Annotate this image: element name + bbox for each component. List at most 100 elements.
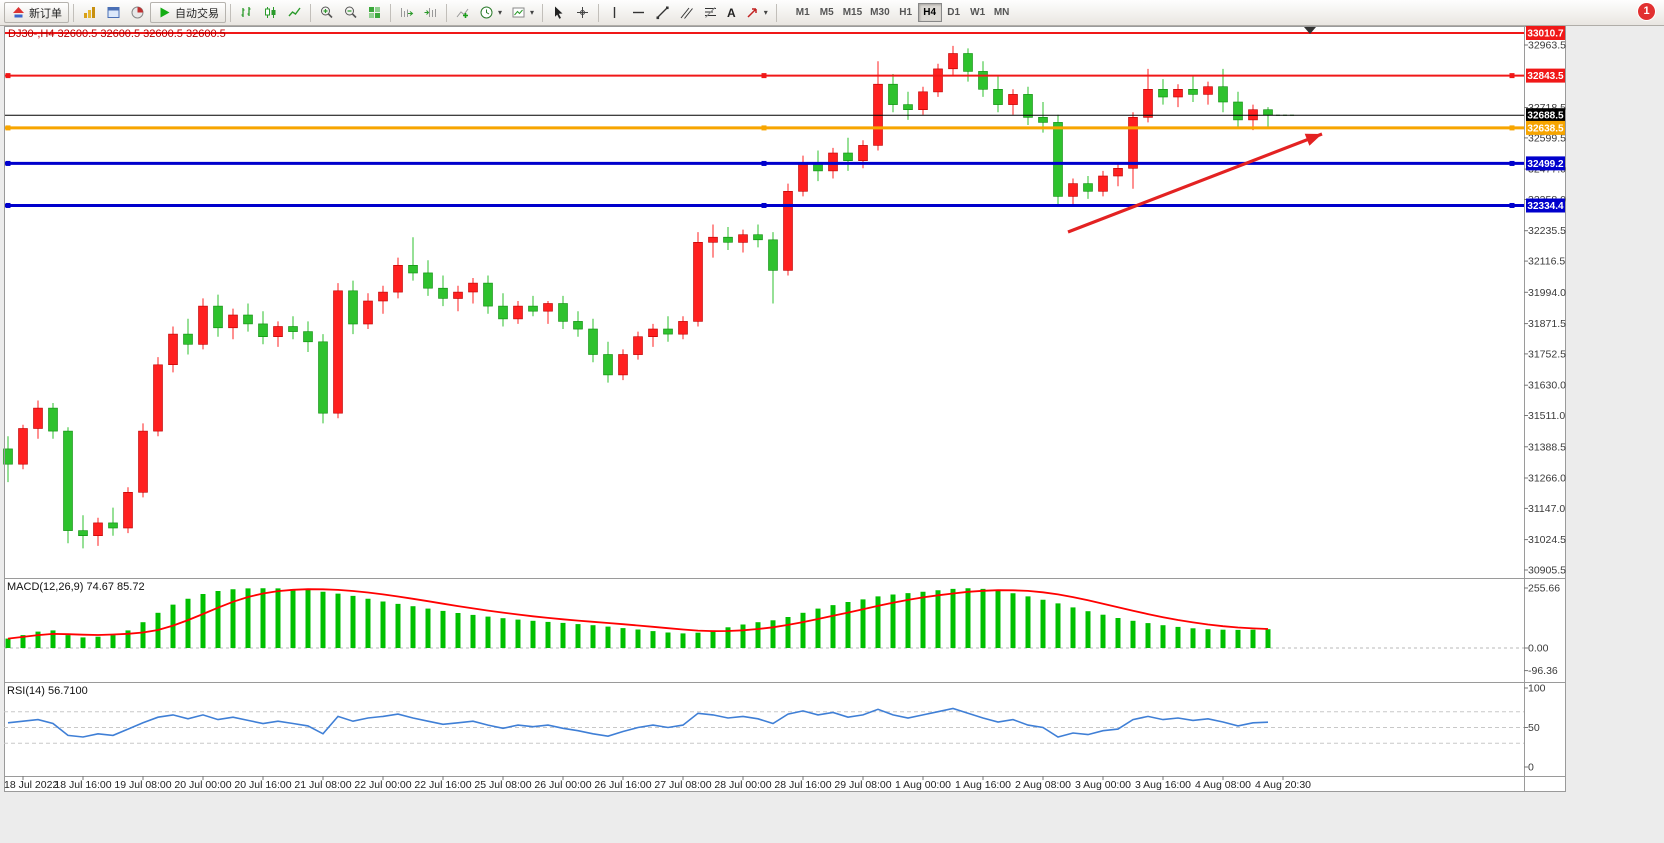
profiles-button[interactable] (102, 2, 125, 23)
candlestick-button[interactable] (259, 2, 282, 23)
line-chart-icon (288, 7, 301, 17)
time-label: 19 Jul 08:00 (114, 779, 171, 791)
candle-body (423, 272, 433, 289)
indicators-button[interactable] (451, 2, 474, 23)
toolbar-separator (230, 3, 231, 22)
timeframe-h4-button[interactable]: H4 (917, 3, 942, 22)
candle-body (1143, 89, 1153, 118)
candle-body (63, 430, 73, 531)
templates-button[interactable]: ▾ (507, 2, 538, 23)
tile-windows-button[interactable] (363, 2, 386, 23)
horizontal-line-icon (633, 11, 645, 14)
time-label: 20 Jul 16:00 (234, 779, 291, 791)
chart-frame (4, 26, 1566, 792)
candle-body (1203, 86, 1213, 95)
cursor-button[interactable] (547, 2, 570, 23)
candle-body (408, 264, 418, 274)
timeframe-m30-button[interactable]: M30 (866, 3, 893, 22)
horizontal-line-button[interactable] (627, 2, 650, 23)
candle-body (108, 522, 118, 529)
right-margin (1566, 26, 1664, 792)
price-badge-label: 33010.7 (1527, 29, 1564, 40)
time-label: 27 Jul 08:00 (654, 779, 711, 791)
price-scale-label: 32235.5 (1528, 225, 1566, 237)
periods-button[interactable]: ▾ (475, 2, 506, 23)
trendline-icon (656, 6, 669, 20)
candle-body (723, 236, 733, 243)
time-marker-icon (1304, 27, 1316, 34)
timeframe-m1-button[interactable]: M1 (791, 3, 815, 22)
hline-handle[interactable] (5, 125, 11, 131)
auto-trading-label: 自动交易 (175, 7, 219, 20)
trendline-button[interactable] (651, 2, 674, 23)
arrows-tool-button[interactable]: ▾ (741, 2, 772, 23)
crosshair-button[interactable] (571, 2, 594, 23)
candle-body (273, 326, 283, 337)
candle-body (843, 152, 853, 161)
hline-handle[interactable] (761, 202, 767, 208)
timeframe-group: M1 M5 M15 M30 H1 H4 D1 W1 MN (791, 3, 1014, 22)
candle-body (648, 328, 658, 337)
chart-shift-icon (424, 8, 436, 17)
candle-body (693, 242, 703, 322)
vertical-line-button[interactable] (603, 2, 626, 23)
channel-button[interactable] (675, 2, 698, 23)
market-watch-button[interactable] (126, 2, 149, 23)
line-chart-button[interactable] (283, 2, 306, 23)
hline-handle[interactable] (1509, 73, 1515, 79)
play-icon (160, 7, 170, 18)
candle-body (588, 328, 598, 355)
zoom-out-button[interactable] (339, 2, 362, 23)
notification-badge[interactable]: 1 (1638, 3, 1655, 20)
candle-body (1128, 117, 1138, 169)
time-label: 25 Jul 08:00 (474, 779, 531, 791)
timeframe-m5-button[interactable]: M5 (815, 3, 839, 22)
price-scale-label: 31630.0 (1528, 380, 1566, 392)
timeframe-d1-button[interactable]: D1 (942, 3, 966, 22)
trend-arrow-head[interactable] (1304, 133, 1322, 146)
candle-body (858, 145, 868, 161)
candle-body (1083, 183, 1093, 192)
hline-handle[interactable] (5, 202, 11, 208)
candle-body (528, 305, 538, 312)
bar-chart-icon (241, 7, 251, 17)
hline-handle[interactable] (761, 73, 767, 79)
hline-handle[interactable] (1509, 125, 1515, 131)
timeframe-m15-button[interactable]: M15 (839, 3, 866, 22)
timeframe-w1-button[interactable]: W1 (966, 3, 990, 22)
candle-body (1098, 175, 1108, 192)
trend-arrow[interactable] (1067, 132, 1323, 234)
auto-scroll-button[interactable] (395, 2, 418, 23)
tile-windows-icon (369, 7, 380, 18)
price-scale-label: 32599.5 (1528, 132, 1566, 144)
hline-handle[interactable] (761, 125, 767, 131)
candle-body (348, 290, 358, 325)
bar-chart-button[interactable] (235, 2, 258, 23)
chart-shift-button[interactable] (419, 2, 442, 23)
candle-body (513, 305, 523, 320)
caret-down-icon: ▾ (530, 8, 535, 17)
text-tool-button[interactable]: A (723, 2, 740, 23)
auto-trading-button[interactable]: 自动交易 (150, 2, 226, 23)
hline-handle[interactable] (5, 160, 11, 166)
new-chart-button[interactable] (78, 2, 101, 23)
hline-handle[interactable] (5, 73, 11, 79)
caret-down-icon: ▾ (498, 8, 503, 17)
time-label: 1 Aug 16:00 (955, 779, 1011, 791)
hline-handle[interactable] (1509, 202, 1515, 208)
timeframe-mn-button[interactable]: MN (990, 3, 1014, 22)
hline-handle[interactable] (1509, 160, 1515, 166)
candle-body (498, 305, 508, 320)
price-badge (1526, 26, 1565, 40)
price-badge (1526, 68, 1565, 83)
time-label: 28 Jul 00:00 (714, 779, 771, 791)
fibonacci-button[interactable] (699, 2, 722, 23)
hline-handle[interactable] (761, 160, 767, 166)
price-badge-label: 32334.4 (1527, 201, 1564, 212)
toolbar-separator (310, 3, 311, 22)
timeframe-h1-button[interactable]: H1 (894, 3, 918, 22)
vertical-line-icon (613, 7, 616, 18)
zoom-in-button[interactable] (315, 2, 338, 23)
toolbar-separator (598, 3, 600, 22)
new-order-button[interactable]: 新订单 (4, 2, 69, 23)
